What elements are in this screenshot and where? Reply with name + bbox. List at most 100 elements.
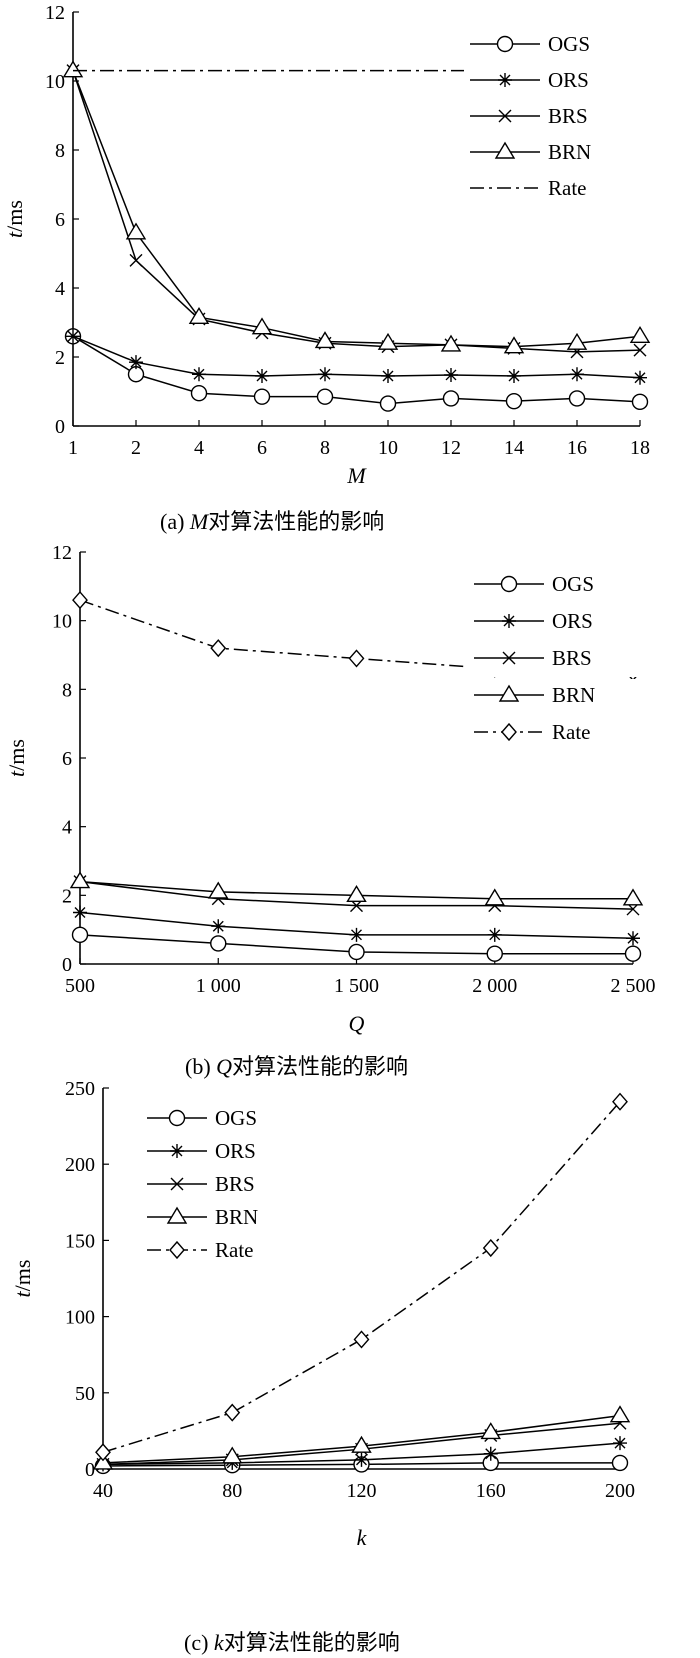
y-tick-label: 0 xyxy=(62,954,72,976)
x-tick-label: 1 000 xyxy=(196,975,241,997)
legend-marker xyxy=(170,1177,184,1191)
data-point-ogs xyxy=(210,935,227,952)
y-axis-label: t/ms xyxy=(2,200,27,238)
data-point-ogs xyxy=(568,390,586,407)
data-point-ors xyxy=(483,1446,498,1461)
data-point-ogs xyxy=(631,393,649,411)
data-point-brn xyxy=(188,306,210,325)
legend-backing xyxy=(468,605,648,640)
legend-marker xyxy=(166,1206,188,1224)
y-tick-label: 0 xyxy=(55,416,65,438)
data-point-brn xyxy=(480,1422,501,1440)
x-tick-label: 8 xyxy=(320,437,330,459)
data-point-ogs xyxy=(624,945,642,962)
series-line-ors xyxy=(72,335,641,379)
legend: OGS ORS BRS BRN Rate xyxy=(141,1102,311,1265)
data-point-brn xyxy=(566,332,588,350)
y-tick-label: 250 xyxy=(65,1078,95,1100)
chart-panel-b: 0 2 4 6 8 10 12 500 1 000 1 500 2 000 2 500 Qt/ms OGS… xyxy=(4,542,656,1079)
data-point-brn xyxy=(314,331,336,349)
data-point-rate xyxy=(348,649,365,668)
data-point-ogs xyxy=(486,945,503,962)
chart-panel-c: 0 50 100 150 200 250 40 80 120 160 200 k t/ms OGS ORS B… xyxy=(10,1078,635,1655)
y-axis-label: t/ms xyxy=(4,739,29,777)
data-point-ors xyxy=(211,919,226,934)
x-tick-label: 80 xyxy=(222,1480,242,1502)
data-point-ors xyxy=(626,931,640,946)
y-tick-label: 100 xyxy=(65,1307,95,1329)
legend-backing xyxy=(464,100,644,134)
legend-marker xyxy=(498,109,512,123)
legend-backing xyxy=(468,716,648,751)
data-point-ors xyxy=(381,368,395,383)
series-line-brn xyxy=(72,70,641,348)
x-tick-label: 160 xyxy=(476,1480,506,1502)
y-tick-label: 2 xyxy=(62,885,72,907)
legend-label: Rate xyxy=(548,176,586,200)
panel-caption: (b) Q对算法性能的影响 xyxy=(185,1054,408,1079)
data-point-ors xyxy=(129,355,143,370)
legend-label: ORS xyxy=(215,1139,256,1163)
legend-label: OGS xyxy=(548,32,590,56)
x-tick-label: 18 xyxy=(630,437,650,459)
data-point-ors xyxy=(507,368,521,383)
data-point-ogs xyxy=(505,392,523,410)
x-tick-label: 10 xyxy=(378,437,398,459)
x-tick-label: 40 xyxy=(93,1480,113,1502)
x-tick-label: 500 xyxy=(65,975,95,997)
legend-marker xyxy=(498,684,520,702)
y-tick-label: 12 xyxy=(45,2,65,24)
data-point-ogs xyxy=(190,385,208,402)
legend-label: ORS xyxy=(548,68,589,92)
y-tick-label: 6 xyxy=(62,748,72,770)
legend-label: OGS xyxy=(215,1106,257,1130)
x-tick-label: 12 xyxy=(441,437,461,459)
legend-label: BRS xyxy=(215,1172,255,1196)
x-tick-label: 2 500 xyxy=(611,975,656,997)
data-point-rate xyxy=(72,591,88,610)
panel-caption: (c) k对算法性能的影响 xyxy=(184,1630,400,1655)
legend-marker xyxy=(500,575,518,593)
data-point-brn xyxy=(346,884,367,903)
legend-backing xyxy=(464,64,644,98)
y-tick-label: 2 xyxy=(55,347,65,369)
data-point-brn xyxy=(503,336,525,354)
legend-backing xyxy=(464,28,644,62)
series-line-brs xyxy=(72,70,641,353)
legend-backing xyxy=(141,1234,311,1265)
x-axis-label: M xyxy=(346,463,367,488)
x-tick-label: 6 xyxy=(257,437,267,459)
y-tick-label: 10 xyxy=(52,611,72,633)
data-point-ors xyxy=(570,367,584,382)
series-brn xyxy=(62,60,651,354)
x-tick-label: 1 xyxy=(68,437,78,459)
data-point-brn xyxy=(222,1446,243,1464)
data-point-ors xyxy=(73,905,87,920)
y-tick-label: 10 xyxy=(45,71,65,93)
x-tick-label: 16 xyxy=(567,437,587,459)
series-ors xyxy=(73,905,640,946)
legend-marker xyxy=(170,1144,184,1158)
data-point-rate xyxy=(224,1403,241,1422)
data-point-brn xyxy=(351,1435,372,1453)
x-tick-label: 2 xyxy=(131,437,141,459)
y-tick-label: 6 xyxy=(55,209,65,231)
data-point-brn xyxy=(609,1405,631,1423)
legend-backing xyxy=(468,568,648,603)
series-brn xyxy=(69,871,644,906)
x-tick-label: 4 xyxy=(194,437,204,459)
legend-backing xyxy=(464,136,644,170)
y-tick-label: 8 xyxy=(62,679,72,701)
data-point-ogs xyxy=(611,1454,629,1472)
x-tick-label: 14 xyxy=(504,437,524,459)
legend-label: ORS xyxy=(552,609,593,633)
legend-marker xyxy=(502,614,516,628)
x-axis-label: k xyxy=(357,1525,368,1550)
data-point-ors xyxy=(444,367,458,382)
legend-marker xyxy=(498,73,512,87)
y-tick-label: 8 xyxy=(55,140,65,162)
data-point-ogs xyxy=(379,395,397,412)
data-point-brn xyxy=(629,325,651,343)
legend-label: BRN xyxy=(552,683,595,707)
data-point-brn xyxy=(208,881,229,899)
